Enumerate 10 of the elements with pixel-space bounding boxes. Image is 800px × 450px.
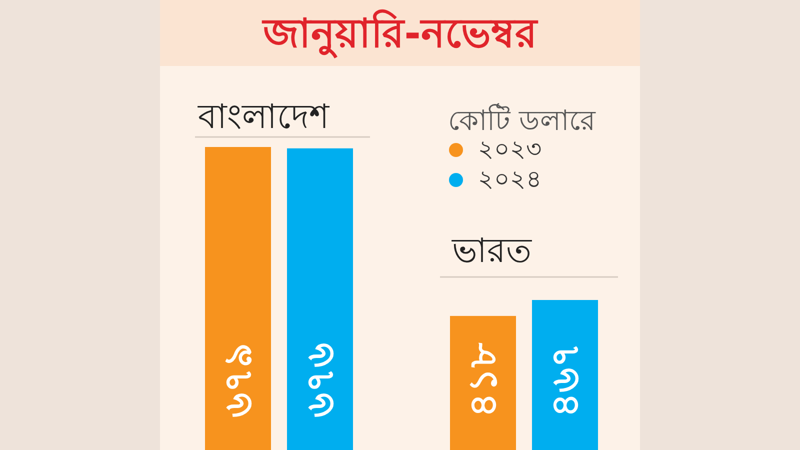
data-label: ৪৬৭ [543,342,587,418]
data-label: ৪১৮ [461,342,505,418]
chart-title: জানুয়ারি-নভেম্বর [261,9,539,58]
legend-title: কোটি ডলারে [448,103,596,137]
legend-label: ২০২৪ [478,165,542,193]
chart-subtitle: বাংলাদেশ [197,97,330,137]
data-label: ৬৭৬ [298,342,342,418]
legend-label: ২০২৩ [478,135,542,163]
chart-title: ভারত [451,231,532,271]
data-label: ৬৭৯ [216,342,260,418]
